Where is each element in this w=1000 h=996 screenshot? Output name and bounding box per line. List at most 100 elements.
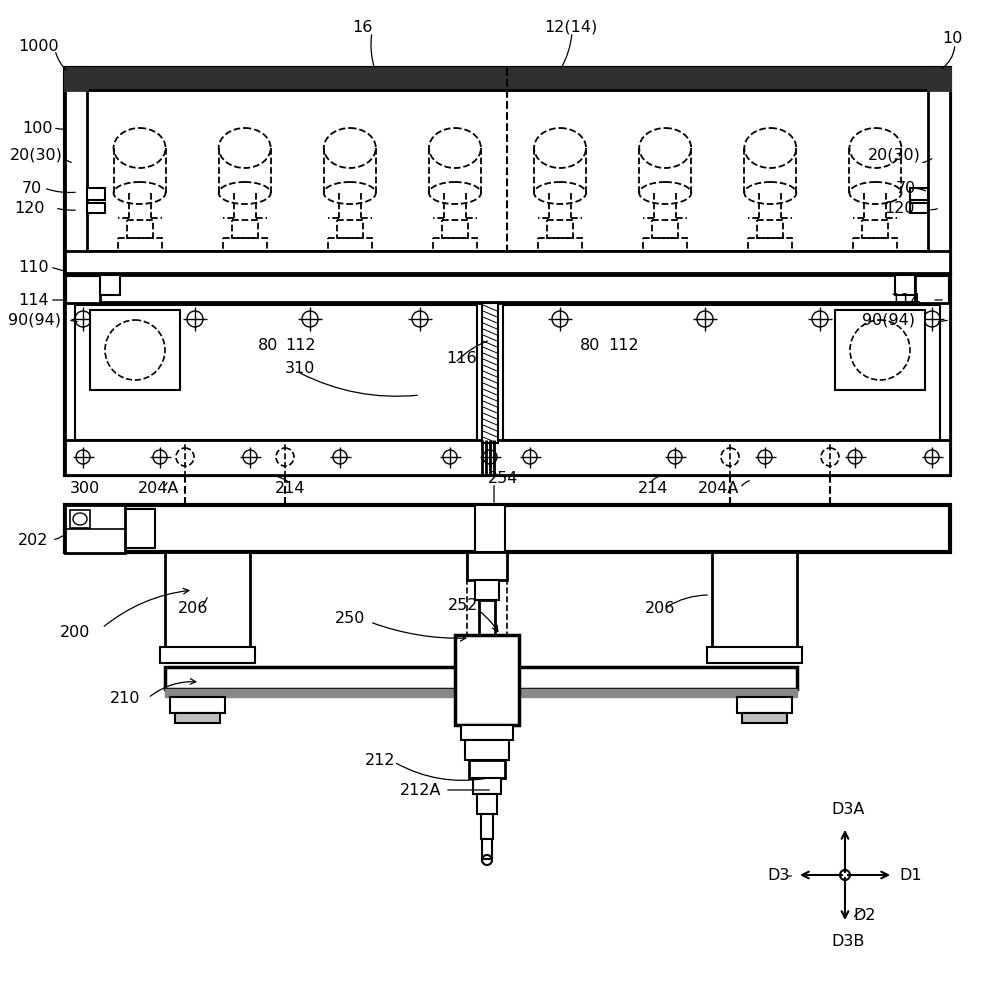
- Bar: [746, 252, 794, 264]
- Text: D2: D2: [853, 907, 876, 922]
- Bar: [482, 303, 498, 443]
- Bar: [467, 552, 507, 580]
- Bar: [473, 778, 501, 794]
- Bar: [223, 238, 267, 252]
- Text: 214: 214: [638, 480, 668, 495]
- Bar: [482, 839, 492, 859]
- Bar: [851, 252, 899, 264]
- Bar: [862, 220, 888, 238]
- Bar: [481, 814, 493, 839]
- Bar: [337, 220, 363, 238]
- Text: 120: 120: [14, 200, 44, 215]
- Bar: [65, 251, 950, 273]
- Bar: [65, 505, 125, 553]
- Bar: [712, 552, 797, 647]
- Bar: [928, 68, 950, 273]
- Bar: [65, 275, 950, 475]
- Bar: [910, 203, 928, 213]
- Text: 212: 212: [365, 753, 396, 768]
- Bar: [116, 252, 164, 264]
- Text: 202: 202: [18, 533, 48, 548]
- Text: 250: 250: [335, 611, 365, 625]
- Bar: [170, 697, 225, 713]
- Text: 112: 112: [608, 338, 639, 353]
- Text: 116: 116: [446, 351, 477, 366]
- Bar: [835, 310, 925, 390]
- Text: 10: 10: [942, 31, 962, 46]
- Bar: [65, 68, 950, 273]
- Bar: [127, 220, 153, 238]
- Bar: [118, 238, 162, 252]
- Bar: [707, 647, 802, 663]
- Text: 70: 70: [22, 180, 42, 195]
- Text: 252: 252: [448, 598, 478, 613]
- Text: 206: 206: [178, 601, 208, 616]
- Bar: [442, 220, 468, 238]
- Bar: [853, 238, 897, 252]
- Text: 114: 114: [18, 293, 49, 308]
- Bar: [135, 278, 880, 298]
- Bar: [643, 238, 687, 252]
- Text: 16: 16: [352, 20, 372, 35]
- Text: 254: 254: [488, 470, 518, 485]
- Text: 100: 100: [22, 121, 52, 135]
- Text: 210: 210: [110, 690, 140, 705]
- Bar: [175, 713, 220, 723]
- Bar: [475, 580, 499, 600]
- Bar: [465, 740, 509, 760]
- Bar: [538, 238, 582, 252]
- Bar: [652, 220, 678, 238]
- Bar: [87, 188, 105, 200]
- Text: 112: 112: [285, 338, 316, 353]
- Bar: [748, 238, 792, 252]
- Bar: [737, 697, 792, 713]
- Text: 310: 310: [285, 361, 315, 375]
- Bar: [165, 667, 797, 689]
- Bar: [221, 252, 269, 264]
- Text: 1000: 1000: [18, 39, 59, 54]
- Text: 70: 70: [896, 180, 916, 195]
- Bar: [928, 68, 950, 90]
- Bar: [469, 760, 505, 778]
- Text: 80: 80: [258, 338, 278, 353]
- Text: D1: D1: [899, 868, 922, 882]
- Text: D3A: D3A: [831, 802, 864, 817]
- Bar: [742, 713, 787, 723]
- Bar: [479, 600, 495, 685]
- Bar: [433, 238, 477, 252]
- Text: 200: 200: [60, 624, 90, 639]
- Text: 90(94): 90(94): [8, 313, 61, 328]
- Bar: [65, 68, 950, 90]
- Bar: [100, 275, 915, 302]
- Bar: [475, 505, 505, 552]
- Bar: [641, 252, 689, 264]
- Bar: [65, 505, 950, 552]
- Bar: [65, 440, 950, 475]
- Bar: [431, 252, 479, 264]
- Bar: [326, 252, 374, 264]
- Text: 300: 300: [70, 480, 100, 495]
- Bar: [477, 794, 497, 814]
- Bar: [160, 647, 255, 663]
- Bar: [536, 252, 584, 264]
- Text: 214: 214: [275, 480, 306, 495]
- Bar: [87, 203, 105, 213]
- Bar: [100, 275, 120, 295]
- Text: 80: 80: [580, 338, 600, 353]
- Bar: [503, 305, 940, 440]
- Bar: [895, 275, 915, 295]
- Text: 204A: 204A: [698, 480, 739, 495]
- Text: 114: 114: [890, 293, 921, 308]
- Text: 206: 206: [645, 601, 675, 616]
- Bar: [910, 188, 928, 200]
- Bar: [232, 220, 258, 238]
- Bar: [75, 305, 477, 440]
- Bar: [65, 68, 87, 90]
- Bar: [75, 509, 155, 548]
- Text: 204A: 204A: [138, 480, 179, 495]
- Text: D3: D3: [767, 868, 789, 882]
- Bar: [165, 689, 797, 697]
- Text: 90(94): 90(94): [862, 313, 915, 328]
- Bar: [461, 725, 513, 740]
- Bar: [757, 220, 783, 238]
